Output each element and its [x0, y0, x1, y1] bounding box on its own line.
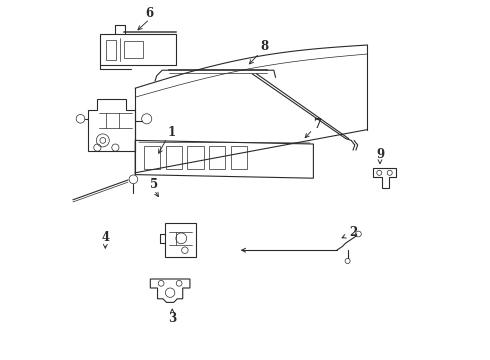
Text: 1: 1 — [167, 126, 175, 139]
Text: 3: 3 — [168, 312, 176, 325]
Text: 5: 5 — [150, 178, 158, 191]
Text: 8: 8 — [261, 40, 269, 53]
Text: 7: 7 — [313, 118, 321, 131]
Text: 2: 2 — [349, 226, 357, 239]
Text: 4: 4 — [101, 231, 109, 244]
Text: 9: 9 — [376, 148, 384, 161]
Text: 6: 6 — [146, 7, 154, 20]
